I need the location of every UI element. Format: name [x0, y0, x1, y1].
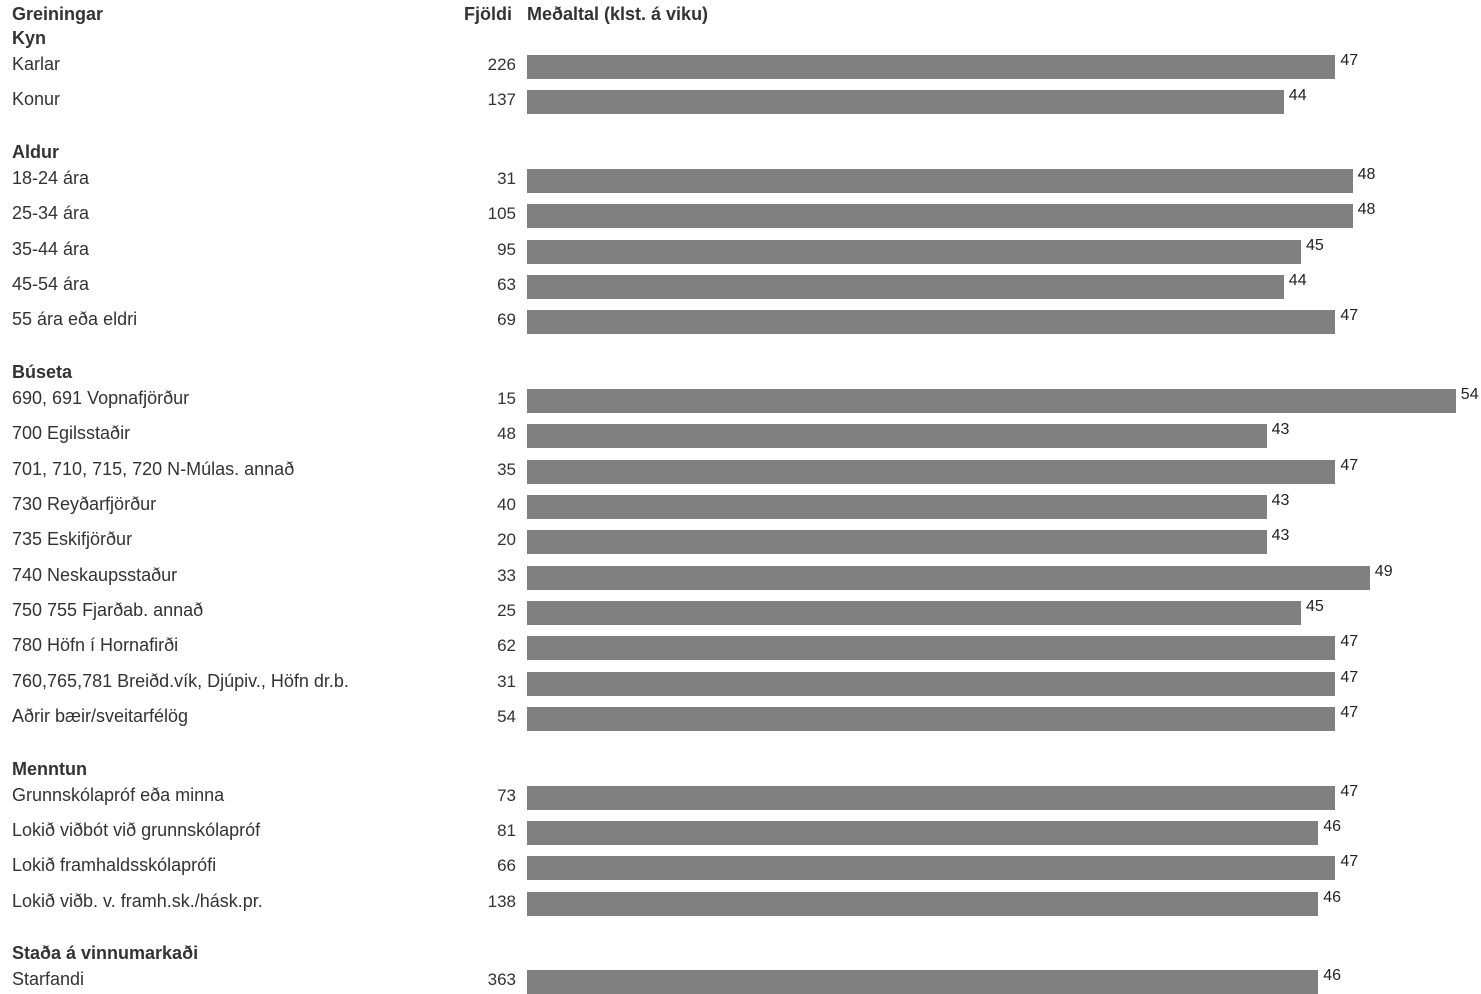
- value-label: 43: [1271, 492, 1290, 509]
- count-column-header: Fjöldi: [464, 4, 512, 24]
- bar: [527, 55, 1336, 79]
- bar: [527, 169, 1353, 194]
- bar: [527, 275, 1284, 299]
- value-label: 46: [1323, 888, 1341, 906]
- row-count: 138: [487, 891, 516, 911]
- bar: [527, 459, 1336, 484]
- value-label: 49: [1374, 562, 1393, 580]
- row-label: Karlar: [12, 54, 61, 74]
- row-count: 31: [497, 169, 516, 189]
- bar: [527, 970, 1319, 994]
- bar: [527, 636, 1336, 661]
- row-label: 760,765,781 Breiðd.vík, Djúpiv., Höfn dr…: [12, 670, 349, 691]
- value-label: 47: [1340, 307, 1359, 325]
- value-label: 47: [1340, 633, 1359, 651]
- row-count: 35: [497, 459, 516, 479]
- row-label: 690, 691 Vopnafjörður: [12, 388, 190, 409]
- value-label: 47: [1340, 668, 1359, 686]
- row-count: 81: [497, 820, 516, 840]
- row-count: 40: [497, 495, 516, 514]
- value-label: 47: [1340, 853, 1359, 871]
- value-label: 54: [1460, 386, 1479, 404]
- bar: [527, 856, 1336, 881]
- bar: [527, 671, 1336, 696]
- row-count: 25: [497, 600, 516, 620]
- value-label: 43: [1271, 421, 1290, 439]
- row-label: Aðrir bæir/sveitarfélög: [12, 705, 189, 726]
- value-label: 44: [1288, 272, 1307, 289]
- row-label: 55 ára eða eldri: [12, 309, 138, 330]
- row-label: 730 Reyðarfjörður: [12, 494, 157, 514]
- row-label: 780 Höfn í Hornafirði: [12, 635, 179, 656]
- row-label: Lokið viðb. v. framh.sk./hásk.pr.: [12, 890, 263, 911]
- bar: [527, 204, 1353, 229]
- value-label: 47: [1340, 456, 1359, 474]
- bar: [527, 424, 1267, 449]
- row-label: 18-24 ára: [12, 168, 90, 189]
- row-count: 137: [487, 90, 516, 110]
- row-label: 701, 710, 715, 720 N-Múlas. annað: [12, 458, 295, 479]
- row-count: 62: [497, 636, 516, 656]
- row-count: 363: [487, 970, 516, 990]
- bar: [527, 239, 1301, 264]
- row-label: Lokið viðbót við grunnskólapróf: [12, 819, 261, 840]
- bar: [527, 600, 1301, 625]
- bar: [527, 820, 1319, 845]
- row-label: Konur: [12, 89, 61, 110]
- row-count: 66: [497, 856, 516, 876]
- bar: [527, 90, 1284, 115]
- row-count: 226: [487, 55, 516, 74]
- bar: [527, 785, 1336, 810]
- value-label: 47: [1340, 52, 1359, 69]
- row-label: 735 Eskifjörður: [12, 529, 133, 550]
- row-count: 73: [497, 785, 516, 805]
- value-label: 48: [1357, 166, 1376, 184]
- value-label: 43: [1271, 527, 1290, 545]
- bar: [527, 565, 1370, 590]
- row-label: Starfandi: [12, 969, 85, 990]
- bar: [527, 530, 1267, 555]
- row-count: 31: [497, 671, 516, 691]
- groups-column-header: Greiningar: [12, 4, 104, 24]
- row-count: 69: [497, 310, 516, 330]
- value-label: 47: [1340, 703, 1359, 721]
- value-column-header: Meðaltal (klst. á viku): [527, 4, 709, 24]
- value-label: 48: [1357, 201, 1376, 219]
- row-count: 33: [497, 565, 516, 585]
- value-label: 47: [1340, 782, 1359, 800]
- value-label: 46: [1323, 967, 1341, 985]
- value-label: 44: [1288, 87, 1307, 105]
- group-title: Staða á vinnumarkaði: [12, 943, 199, 964]
- row-label: 750 755 Fjarðab. annað: [12, 599, 204, 620]
- bar: [527, 389, 1456, 414]
- row-label: Lokið framhaldsskólaprófi: [12, 855, 217, 876]
- row-label: 740 Neskaupsstaður: [12, 564, 178, 585]
- bar: [527, 706, 1336, 731]
- bar: [527, 495, 1267, 519]
- row-count: 20: [497, 530, 516, 550]
- row-count: 15: [497, 389, 516, 409]
- group-title: Menntun: [12, 758, 87, 779]
- bar: [527, 310, 1336, 335]
- row-label: 25-34 ára: [12, 203, 90, 224]
- row-label: Grunnskólapróf eða minna: [12, 784, 225, 805]
- group-title: Kyn: [12, 28, 47, 48]
- group-title: Aldur: [12, 142, 59, 163]
- group-title: Búseta: [12, 362, 73, 383]
- bar: [527, 891, 1319, 916]
- row-count: 48: [497, 424, 516, 444]
- row-label: 35-44 ára: [12, 238, 90, 259]
- row-count: 105: [487, 204, 516, 224]
- row-count: 95: [497, 239, 516, 259]
- value-label: 46: [1323, 817, 1341, 835]
- row-count: 63: [497, 275, 516, 294]
- row-count: 54: [497, 706, 516, 726]
- value-label: 45: [1306, 597, 1324, 615]
- row-label: 700 Egilsstaðir: [12, 423, 131, 444]
- value-label: 45: [1306, 236, 1324, 254]
- row-label: 45-54 ára: [12, 274, 90, 294]
